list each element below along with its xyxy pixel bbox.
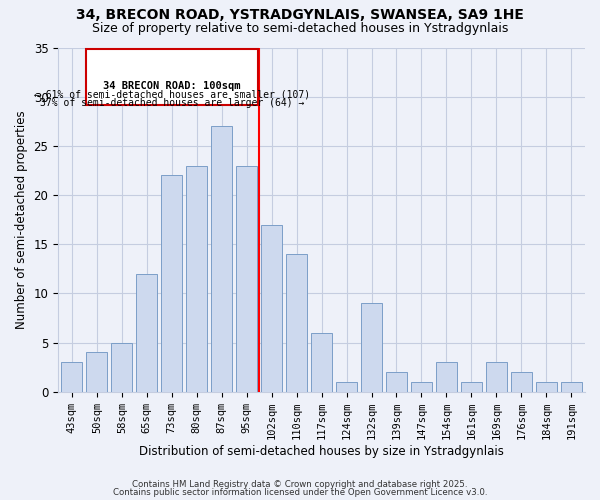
Bar [186, 166, 208, 392]
Bar [136, 274, 157, 392]
Text: 34, BRECON ROAD, YSTRADGYNLAIS, SWANSEA, SA9 1HE: 34, BRECON ROAD, YSTRADGYNLAIS, SWANSEA,… [76, 8, 524, 22]
Text: 37% of semi-detached houses are larger (64) →: 37% of semi-detached houses are larger (… [40, 98, 304, 108]
Text: 34 BRECON ROAD: 100sqm: 34 BRECON ROAD: 100sqm [103, 81, 241, 91]
Bar [386, 372, 407, 392]
Bar [511, 372, 532, 392]
Bar [211, 126, 232, 392]
Bar [61, 362, 82, 392]
Bar [236, 166, 257, 392]
Bar [461, 382, 482, 392]
Bar [336, 382, 357, 392]
Bar [560, 382, 582, 392]
Text: ← 61% of semi-detached houses are smaller (107): ← 61% of semi-detached houses are smalle… [34, 90, 310, 100]
Bar [486, 362, 507, 392]
Bar [111, 342, 133, 392]
Bar [361, 303, 382, 392]
FancyBboxPatch shape [86, 50, 258, 104]
Bar [86, 352, 107, 392]
Text: Contains public sector information licensed under the Open Government Licence v3: Contains public sector information licen… [113, 488, 487, 497]
Bar [436, 362, 457, 392]
X-axis label: Distribution of semi-detached houses by size in Ystradgynlais: Distribution of semi-detached houses by … [139, 444, 504, 458]
Bar [536, 382, 557, 392]
Bar [161, 176, 182, 392]
Y-axis label: Number of semi-detached properties: Number of semi-detached properties [15, 110, 28, 329]
Text: Size of property relative to semi-detached houses in Ystradgynlais: Size of property relative to semi-detach… [92, 22, 508, 35]
Text: Contains HM Land Registry data © Crown copyright and database right 2025.: Contains HM Land Registry data © Crown c… [132, 480, 468, 489]
Bar [286, 254, 307, 392]
Bar [311, 332, 332, 392]
Bar [261, 224, 282, 392]
Bar [411, 382, 432, 392]
